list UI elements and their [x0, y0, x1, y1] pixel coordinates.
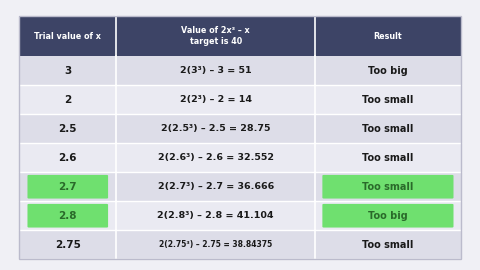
Bar [19, 201, 116, 230]
FancyBboxPatch shape [27, 204, 108, 228]
Bar [19, 143, 116, 172]
Bar [19, 230, 116, 259]
Text: 2(2.8³) – 2.8 = 41.104: 2(2.8³) – 2.8 = 41.104 [157, 211, 274, 220]
Bar [116, 114, 315, 143]
Bar [116, 201, 315, 230]
Text: 3: 3 [64, 66, 72, 76]
Text: Too small: Too small [362, 124, 414, 134]
Text: 2.6: 2.6 [59, 153, 77, 163]
Bar [19, 56, 116, 85]
Text: 2: 2 [64, 95, 72, 105]
Text: Too small: Too small [362, 240, 414, 250]
Bar [315, 143, 461, 172]
Text: Too big: Too big [368, 66, 408, 76]
FancyBboxPatch shape [323, 175, 454, 198]
Text: 2(2.6³) – 2.6 = 32.552: 2(2.6³) – 2.6 = 32.552 [158, 153, 274, 162]
Bar [116, 16, 315, 56]
Text: Value of 2x³ – x
target is 40: Value of 2x³ – x target is 40 [181, 26, 250, 46]
Text: 2(2.75³) – 2.75 = 38.84375: 2(2.75³) – 2.75 = 38.84375 [159, 240, 272, 249]
Bar [19, 16, 116, 56]
FancyBboxPatch shape [27, 175, 108, 198]
Bar [315, 230, 461, 259]
Bar [19, 85, 116, 114]
Text: 2.75: 2.75 [55, 240, 81, 250]
Bar [116, 85, 315, 114]
Bar [116, 172, 315, 201]
Text: Trial value of x: Trial value of x [35, 32, 101, 41]
Text: Too big: Too big [368, 211, 408, 221]
Bar [315, 172, 461, 201]
Text: Result: Result [373, 32, 402, 41]
Bar [116, 143, 315, 172]
Bar [116, 230, 315, 259]
Text: Too small: Too small [362, 153, 414, 163]
Text: Too small: Too small [362, 182, 414, 192]
Bar [116, 56, 315, 85]
Bar [315, 85, 461, 114]
Bar [19, 16, 461, 259]
Text: Too small: Too small [362, 95, 414, 105]
Text: 2.5: 2.5 [59, 124, 77, 134]
FancyBboxPatch shape [323, 204, 454, 228]
Bar [315, 201, 461, 230]
Text: 2.7: 2.7 [59, 182, 77, 192]
Bar [19, 172, 116, 201]
Text: 2(2.5³) – 2.5 = 28.75: 2(2.5³) – 2.5 = 28.75 [161, 124, 270, 133]
Text: 2(3³) – 3 = 51: 2(3³) – 3 = 51 [180, 66, 252, 75]
Bar [19, 114, 116, 143]
Bar [315, 56, 461, 85]
Text: 2(2.7³) – 2.7 = 36.666: 2(2.7³) – 2.7 = 36.666 [157, 182, 274, 191]
Text: 2(2³) – 2 = 14: 2(2³) – 2 = 14 [180, 95, 252, 104]
Text: 2.8: 2.8 [59, 211, 77, 221]
Bar [315, 16, 461, 56]
Bar [315, 114, 461, 143]
